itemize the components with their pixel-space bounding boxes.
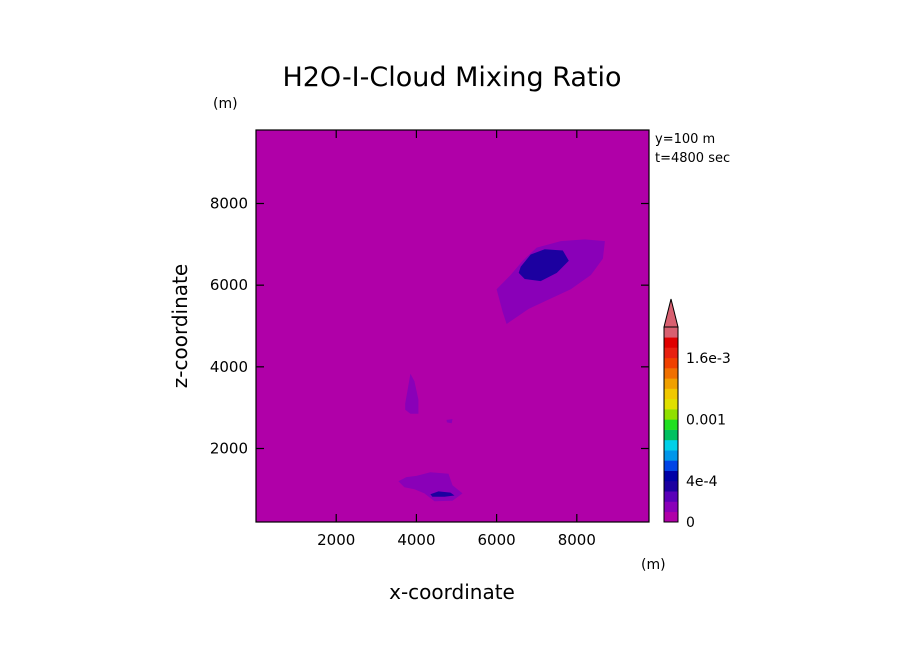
y-tick-label: 4000 xyxy=(210,358,248,376)
colorbar-cell xyxy=(664,450,678,461)
y-tick-label: 2000 xyxy=(210,440,248,458)
y-tick-label: 6000 xyxy=(210,276,248,294)
colorbar-tick-label: 4e-4 xyxy=(686,474,718,490)
colorbar-cell xyxy=(664,357,678,369)
colorbar-cell xyxy=(664,398,678,410)
colorbar-cell xyxy=(664,439,678,451)
contour-region-upper-cloud-core xyxy=(518,249,569,282)
x-tick-label: 8000 xyxy=(558,531,596,549)
colorbar-cell xyxy=(664,460,678,471)
contour-region-lower-cloud-core xyxy=(430,491,455,497)
colorbar-cell xyxy=(664,409,678,420)
plot-frame xyxy=(255,129,650,523)
x-axis-label: x-coordinate xyxy=(389,580,515,604)
colorbar-cell xyxy=(664,480,678,492)
y-axis-label: z-coordinate xyxy=(168,264,192,388)
colorbar-cell xyxy=(664,327,678,338)
x-axis-ticks: 2000 4000 6000 8000 xyxy=(317,130,596,549)
contour-region-upper-cloud-outer xyxy=(496,239,605,324)
x-unit-label: (m) xyxy=(641,557,666,573)
contour-regions xyxy=(398,239,605,502)
x-tick-label: 2000 xyxy=(317,531,355,549)
annotation-y-position: y=100 m xyxy=(655,132,715,147)
y-unit-label: (m) xyxy=(213,96,238,112)
plot-area xyxy=(256,130,649,522)
y-tick-label: 8000 xyxy=(210,195,248,213)
chart-title: H2O-I-Cloud Mixing Ratio xyxy=(282,62,621,93)
colorbar-cell xyxy=(664,337,678,348)
colorbar-tick-label: 0 xyxy=(686,515,695,531)
y-axis-ticks: 2000 4000 6000 8000 xyxy=(210,195,649,458)
colorbar-cell xyxy=(664,511,678,523)
colorbar: 0 4e-4 0.001 1.6e-3 xyxy=(663,298,731,531)
colorbar-cell xyxy=(664,419,678,430)
colorbar-tick-label: 0.001 xyxy=(686,412,726,428)
colorbar-cell xyxy=(664,368,678,379)
colorbar-tick-label: 1.6e-3 xyxy=(686,351,731,367)
contour-region-mid-patch xyxy=(405,373,419,414)
colorbar-cell xyxy=(664,378,678,389)
x-tick-label: 4000 xyxy=(397,531,435,549)
colorbar-cell xyxy=(664,491,678,502)
contour-region-small-dot xyxy=(446,419,453,424)
colorbar-cell xyxy=(664,388,678,400)
colorbar-cell xyxy=(664,429,678,441)
annotation-time: t=4800 sec xyxy=(655,151,730,166)
colorbar-cell xyxy=(664,470,678,482)
colorbar-cell xyxy=(664,501,678,513)
colorbar-extend-arrow xyxy=(663,298,679,328)
colorbar-cell xyxy=(664,347,678,359)
x-tick-label: 6000 xyxy=(478,531,516,549)
